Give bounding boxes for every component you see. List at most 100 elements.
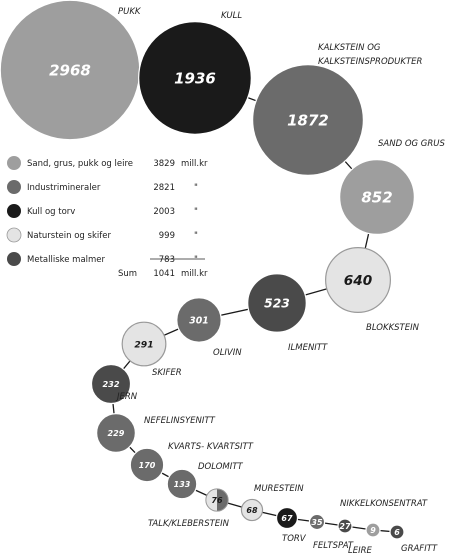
bubble-label: GRAFITT bbox=[401, 544, 438, 554]
legend-sum: Sum 1041 mill.kr bbox=[118, 269, 208, 279]
legend-item-kull-og-torv: Kull og torv 2003 " bbox=[7, 204, 198, 218]
bubble-circle bbox=[337, 518, 353, 534]
bubble-label: TORV bbox=[282, 534, 307, 544]
bubble-pukk: 2968 PUKK bbox=[0, 0, 142, 141]
bubble-value: 35 bbox=[311, 518, 323, 527]
bubble-skifer: 291 SKIFER bbox=[121, 321, 182, 378]
bubble-talk-kleberstein: 76 TALK/KLEBERSTEIN bbox=[148, 488, 230, 529]
legend-sum-unit: mill.kr bbox=[181, 269, 208, 279]
legend: Sand, grus, pukk og leire 3829 mill.kr Indu… bbox=[6, 156, 208, 279]
legend-label: Industrimineraler bbox=[27, 183, 101, 193]
bubble-value: 67 bbox=[281, 514, 293, 523]
legend-item-naturstein-og-skifer: Naturstein og skifer 999 " bbox=[6, 227, 198, 243]
bubble-label: OLIVIN bbox=[213, 348, 242, 358]
bubble-value: 523 bbox=[264, 296, 290, 310]
bubble-label: MURESTEIN bbox=[254, 484, 304, 494]
bubble-circle bbox=[389, 524, 405, 540]
bubble-label: PUKK bbox=[118, 7, 142, 17]
bubble-murestein: 68 MURESTEIN bbox=[240, 484, 304, 522]
legend-sum-value: 1041 bbox=[153, 269, 175, 279]
bubble-value: 291 bbox=[134, 339, 153, 350]
bubble-circle bbox=[247, 273, 307, 333]
bubble-value: 76 bbox=[211, 496, 223, 505]
legend-label: Metalliske malmer bbox=[27, 255, 106, 265]
legend-unit: " bbox=[194, 183, 198, 193]
bubble-value: 640 bbox=[344, 273, 372, 289]
legend-swatch bbox=[7, 204, 21, 218]
bubble-circle bbox=[275, 506, 299, 530]
bubble-circle bbox=[240, 498, 264, 522]
bubble-dolomitt: 133 DOLOMITT bbox=[166, 462, 243, 500]
bubble-label: KALKSTEIN OG bbox=[318, 43, 381, 53]
bubble-value: 1936 bbox=[174, 69, 216, 87]
bubble-value: 133 bbox=[174, 480, 191, 489]
bubble-label: NEFELINSYENITT bbox=[144, 416, 216, 426]
bubble-jern: 232 JERN bbox=[90, 363, 138, 405]
bubble-leire: 9 LEIRE bbox=[348, 522, 381, 554]
legend-value: 2003 bbox=[153, 207, 175, 217]
bubble-circle bbox=[252, 64, 364, 176]
legend-unit: " bbox=[194, 255, 198, 265]
bubble-olivin: 301 OLIVIN bbox=[176, 297, 242, 358]
legend-label: Kull og torv bbox=[27, 207, 75, 217]
bubble-label: KVARTS- KVARTSITT bbox=[168, 442, 254, 452]
legend-swatch bbox=[7, 252, 21, 266]
legend-item-sand-grus-pukk-og-leire: Sand, grus, pukk og leire 3829 mill.kr bbox=[7, 156, 208, 170]
bubble-value: 68 bbox=[246, 506, 258, 515]
bubble-circle bbox=[365, 522, 381, 538]
bubble-circle bbox=[325, 247, 391, 313]
legend-label: Sand, grus, pukk og leire bbox=[27, 159, 133, 169]
bubble-sand-og-grus: 852 SAND OG GRUS bbox=[339, 139, 446, 235]
bubble-value: 6 bbox=[394, 528, 400, 537]
bubble-value: 232 bbox=[102, 379, 119, 389]
bubble-circle bbox=[339, 159, 415, 235]
bubble-value: 1872 bbox=[287, 111, 329, 129]
bubble-kalkstein-og-kalksteinsprodukter: 1872 KALKSTEIN OG KALKSTEINSPRODUKTER bbox=[252, 43, 423, 176]
bubble-label: KALKSTEINSPRODUKTER bbox=[318, 57, 423, 67]
bubble-half-left bbox=[205, 488, 217, 512]
bubble-value: 2968 bbox=[49, 61, 91, 79]
bubble-circle bbox=[90, 363, 132, 405]
legend-item-industrimineraler: Industrimineraler 2821 " bbox=[7, 180, 198, 194]
legend-unit: " bbox=[194, 207, 198, 217]
bubble-circle bbox=[176, 297, 222, 343]
bubble-label: DOLOMITT bbox=[198, 462, 243, 472]
bubble-label: NIKKELKONSENTRAT bbox=[340, 499, 428, 509]
bubble-circle bbox=[129, 447, 165, 483]
bubble-kull: 1936 KULL bbox=[138, 11, 252, 135]
legend-value: 999 bbox=[159, 231, 175, 241]
bubble-label: SKIFER bbox=[152, 368, 182, 378]
legend-item-metalliske-malmer: Metalliske malmer 783 " bbox=[7, 252, 198, 266]
legend-sum-label: Sum bbox=[118, 269, 137, 279]
legend-unit: mill.kr bbox=[181, 159, 208, 169]
bubble-blokkstein: 640 BLOKKSTEIN bbox=[325, 247, 420, 333]
bubble-circle bbox=[308, 513, 326, 531]
bubble-label: JERN bbox=[115, 392, 138, 402]
bubble-kvarts-kvartsitt: 170 KVARTS- KVARTSITT bbox=[129, 442, 254, 483]
bubble-value: 852 bbox=[361, 188, 392, 206]
bubble-ilmenitt: 523 ILMENITT bbox=[247, 273, 328, 353]
legend-label: Naturstein og skifer bbox=[27, 231, 111, 241]
bubble-nefelinsyenitt: 229 NEFELINSYENITT bbox=[96, 413, 216, 453]
legend-value: 2821 bbox=[153, 183, 175, 193]
legend-value: 783 bbox=[159, 255, 175, 265]
bubble-circle bbox=[96, 413, 136, 453]
bubble-value: 170 bbox=[139, 461, 156, 470]
bubble-label: ILMENITT bbox=[288, 343, 328, 353]
bubble-label: FELTSPAT bbox=[313, 541, 354, 551]
bubble-circle bbox=[166, 468, 198, 500]
bubble-feltspat: 35 FELTSPAT bbox=[308, 513, 354, 551]
bubble-circle bbox=[121, 321, 167, 367]
legend-swatch bbox=[6, 227, 22, 243]
bubble-torv: 67 TORV bbox=[275, 506, 307, 544]
bubble-nikkelkonsentrat: 27 NIKKELKONSENTRAT bbox=[337, 499, 428, 534]
legend-value: 3829 bbox=[153, 159, 175, 169]
bubble-value: 229 bbox=[108, 428, 125, 438]
bubble-value: 301 bbox=[189, 315, 208, 326]
bubble-label: SAND OG GRUS bbox=[378, 139, 446, 149]
bubble-label: LEIRE bbox=[348, 546, 373, 554]
bubble-circle bbox=[138, 21, 252, 135]
legend-swatch bbox=[7, 156, 21, 170]
